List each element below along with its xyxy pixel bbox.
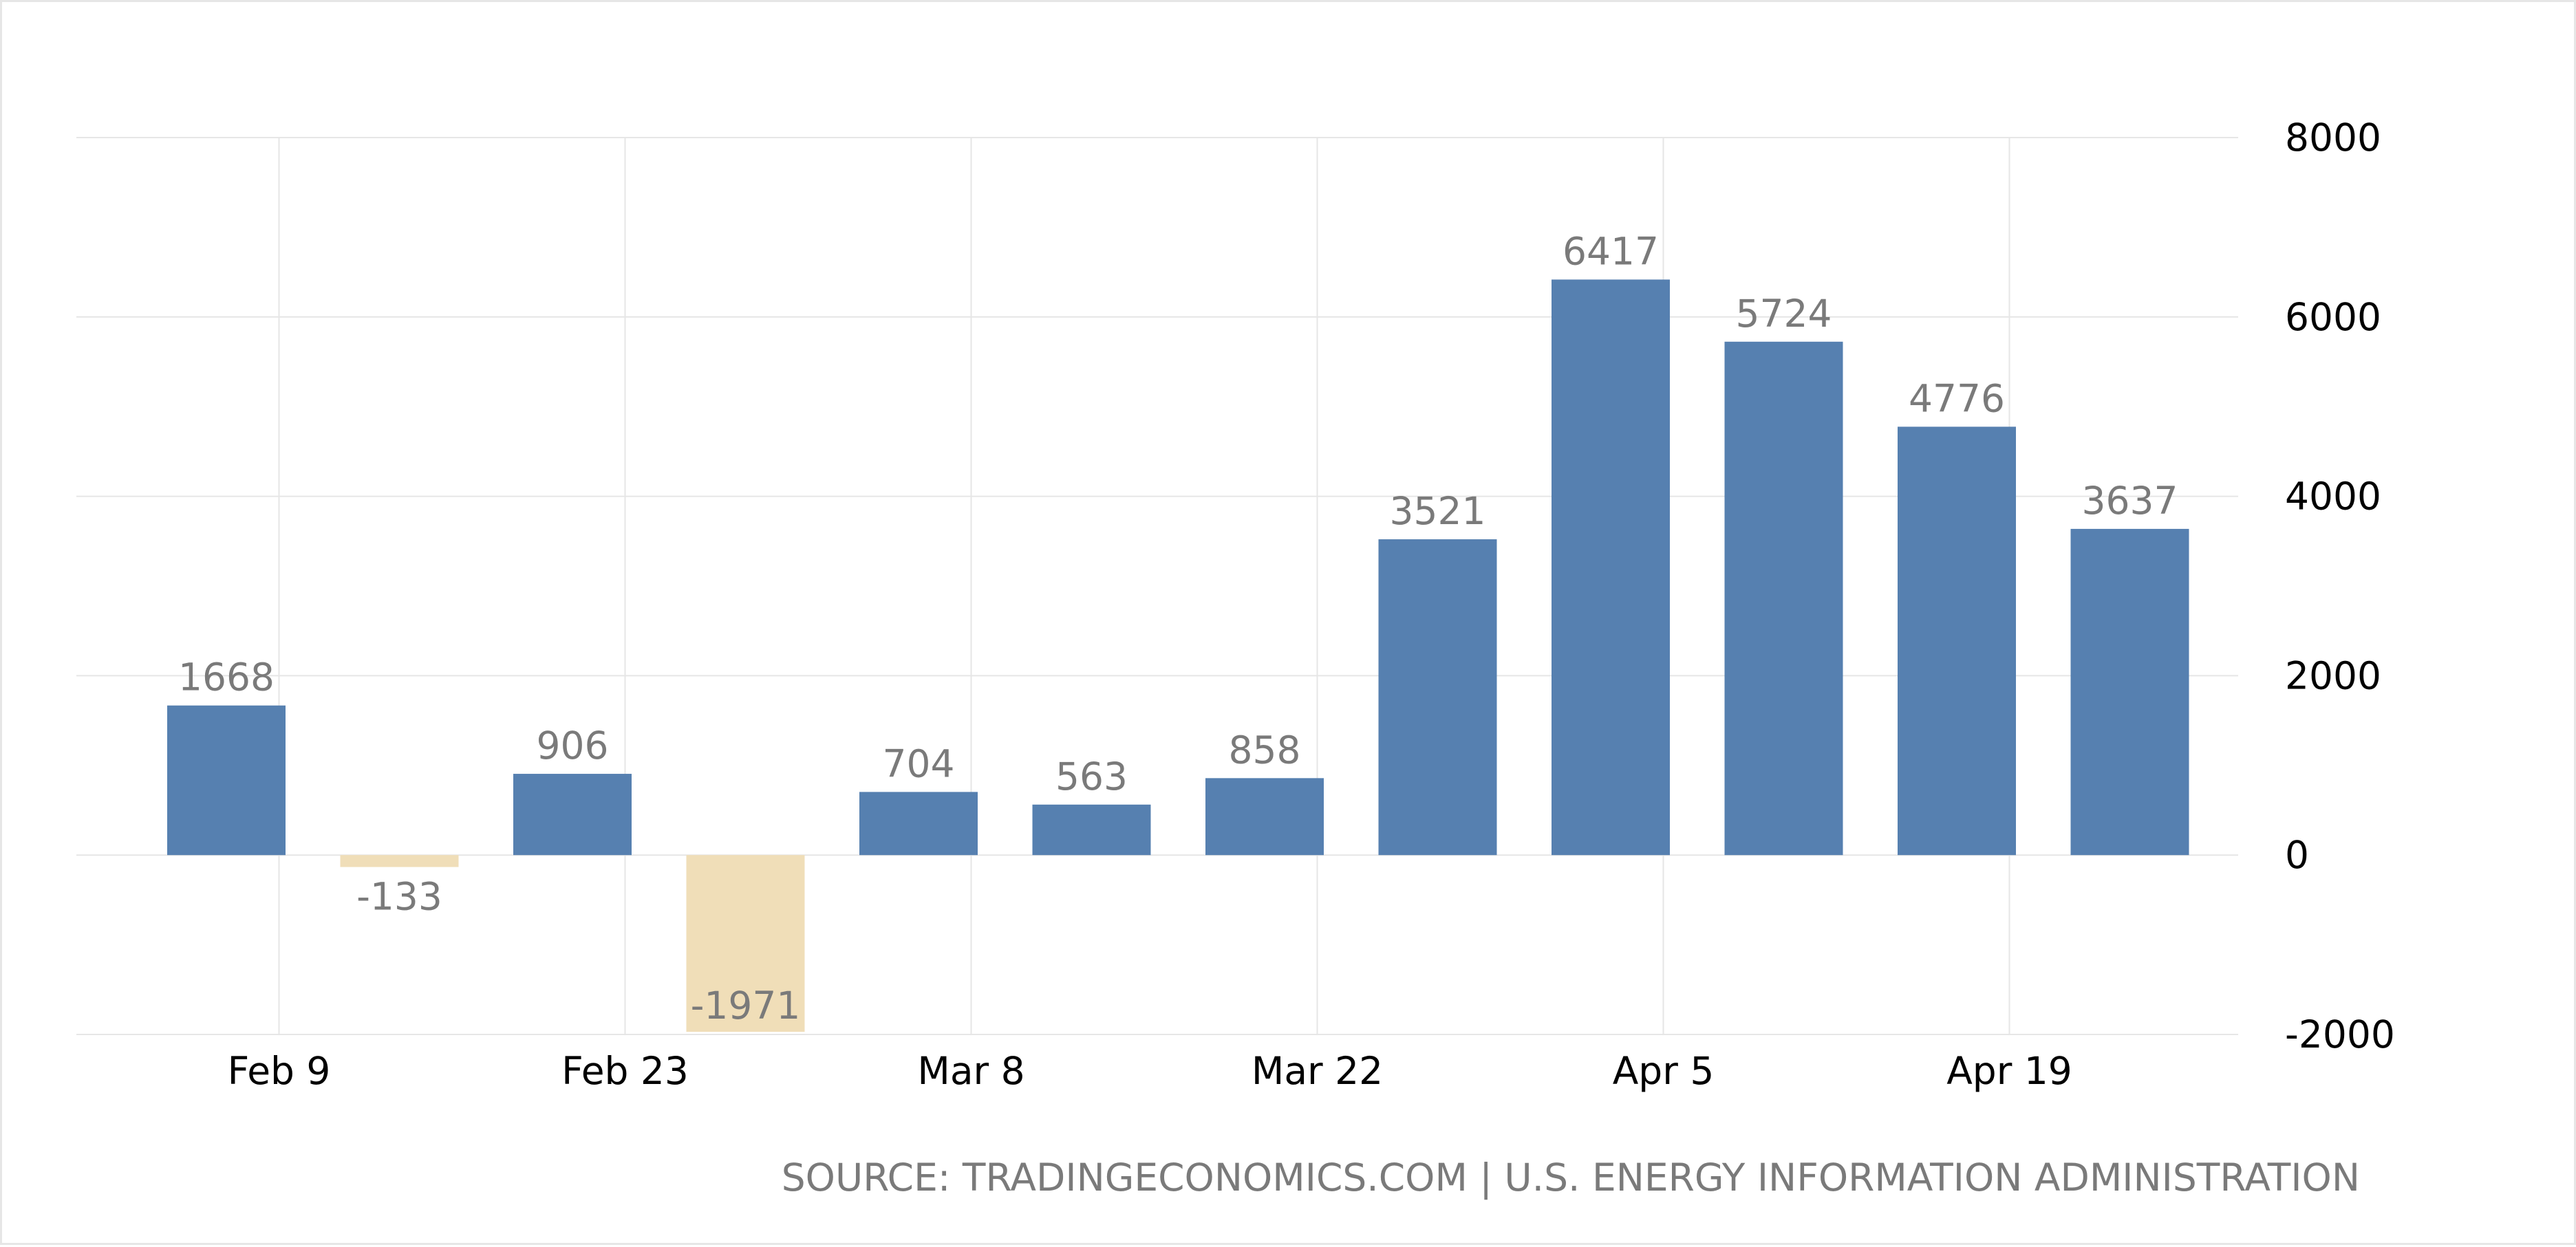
bar-value-label: 858 [1229,728,1301,772]
bar-value-label: 906 [537,724,609,768]
bars [167,279,2189,1032]
bar-value-label: 563 [1055,755,1128,799]
y-tick-label: 0 [2285,833,2309,877]
bar [1205,778,1324,856]
x-tick-label: Feb 23 [561,1049,689,1093]
bar [513,774,632,856]
x-tick-label: Apr 19 [1946,1049,2072,1093]
source-note: SOURCE: TRADINGECONOMICS.COM | U.S. ENER… [782,1156,2360,1200]
bar [1552,279,1670,856]
bar-value-label: -1971 [691,984,801,1028]
bar-value-label: 4776 [1909,376,2005,420]
y-tick-label: 8000 [2285,116,2381,160]
bar-value-label: -133 [356,875,442,919]
y-tick-label: -2000 [2285,1012,2395,1056]
y-tick-label: 2000 [2285,653,2381,697]
bar [167,705,286,856]
x-axis: Feb 9 Feb 23 Mar 8 Mar 22 Apr 5 Apr 19 [228,1049,2072,1093]
bar-value-label: 5724 [1736,292,1832,336]
x-tick-label: Mar 22 [1252,1049,1383,1093]
bar [686,855,805,1032]
bar-value-label: 1668 [178,655,275,700]
bar [1032,804,1151,856]
bar [1378,539,1497,856]
bar [340,855,459,867]
y-tick-label: 4000 [2285,475,2381,519]
bar [2070,528,2189,856]
bar [859,792,978,856]
bar-value-labels: 1668 -133 906 -1971 704 563 858 3521 6417 5724 477… [178,229,2178,1028]
bar-value-label: 3637 [2082,479,2178,523]
y-axis: 8000 6000 4000 2000 0 -2000 [2285,116,2395,1056]
bar-value-label: 3521 [1390,489,1486,533]
bar-value-label: 6417 [1563,229,1659,273]
x-tick-label: Mar 8 [917,1049,1024,1093]
bar [1724,341,1843,856]
bar [1898,426,2016,856]
x-tick-label: Apr 5 [1613,1049,1715,1093]
x-tick-label: Feb 9 [228,1049,331,1093]
y-tick-label: 6000 [2285,295,2381,339]
bar-value-label: 704 [883,741,955,785]
